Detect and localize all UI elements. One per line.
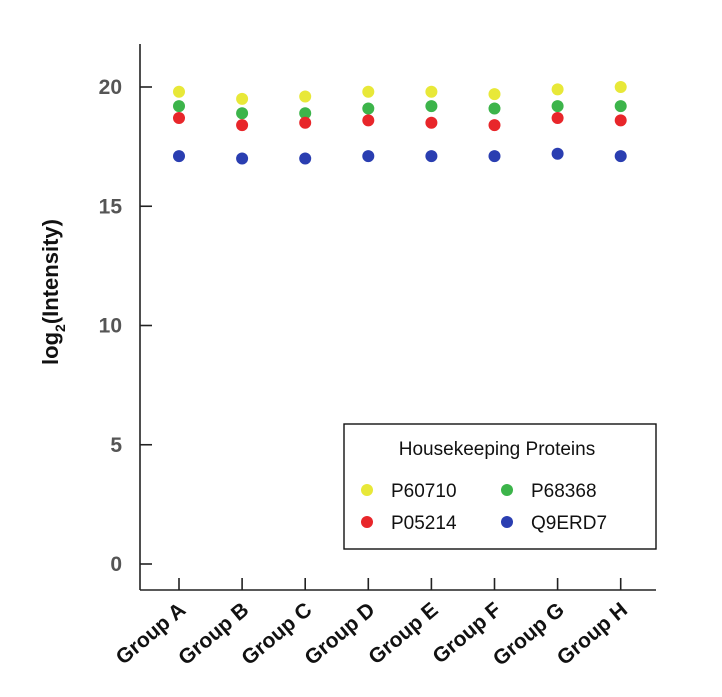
legend-entries: P60710 P68368 P05214 Q9ERD7	[361, 481, 607, 534]
data-point-p60710	[425, 85, 438, 98]
data-point-p60710	[173, 85, 185, 98]
data-point-p60710	[299, 90, 312, 103]
legend-marker-p60710	[361, 484, 373, 496]
y-ticks: 0 5 10 15 20	[99, 76, 152, 576]
legend-marker-p68368	[501, 484, 513, 496]
axes	[139, 44, 656, 591]
data-point-q9erd7	[551, 147, 564, 160]
data-point-p05214	[614, 114, 627, 127]
data-point-p05214	[488, 119, 501, 132]
y-axis-label-suffix: (Intensity)	[38, 219, 63, 324]
y-axis-label-subscript: 2	[52, 324, 68, 332]
data-point-p60710	[551, 83, 564, 96]
data-point-q9erd7	[299, 152, 312, 165]
data-point-q9erd7	[362, 150, 375, 163]
data-point-p68368	[236, 107, 249, 120]
data-point-q9erd7	[173, 150, 185, 163]
y-axis-label-prefix: log	[38, 332, 63, 365]
data-point-p60710	[488, 88, 501, 101]
y-tick-label: 15	[99, 195, 123, 218]
x-tick-label: Group C	[237, 598, 316, 670]
legend: Housekeeping Proteins P60710 P68368 P05214…	[343, 423, 657, 550]
y-axis-label: log2(Intensity)	[38, 219, 68, 365]
data-point-p05214	[362, 114, 375, 127]
y-tick-label: 5	[110, 434, 122, 457]
data-point-p05214	[236, 119, 249, 132]
data-point-p68368	[425, 100, 438, 113]
data-point-p68368	[299, 107, 312, 120]
y-tick-label: 0	[110, 553, 122, 576]
legend-marker-q9erd7	[501, 516, 513, 528]
data-point-q9erd7	[236, 152, 249, 165]
data-point-p05214	[299, 116, 312, 129]
x-tick-label: Group E	[364, 598, 442, 669]
legend-box	[343, 423, 657, 550]
legend-label-p05214: P05214	[391, 513, 457, 534]
data-point-p68368	[173, 100, 185, 113]
y-axis-label-text: log2(Intensity)	[38, 219, 68, 365]
y-tick-label: 20	[99, 76, 122, 99]
data-point-p05214	[173, 112, 185, 125]
legend-marker-p05214	[361, 516, 373, 528]
x-tick-label: Group H	[553, 598, 632, 670]
data-point-q9erd7	[488, 150, 501, 163]
y-tick-label: 10	[99, 315, 122, 338]
data-point-p68368	[614, 100, 627, 113]
data-point-p68368	[551, 100, 564, 113]
legend-label-p68368: P68368	[531, 481, 597, 502]
data-point-p60710	[614, 81, 627, 93]
data-point-p68368	[488, 102, 501, 115]
legend-title: Housekeeping Proteins	[399, 439, 595, 460]
data-points	[173, 81, 627, 165]
data-point-q9erd7	[614, 150, 627, 163]
data-point-p05214	[425, 116, 438, 129]
data-point-p05214	[551, 112, 564, 125]
data-point-p68368	[362, 102, 375, 115]
data-point-p60710	[236, 92, 249, 105]
x-tick-label: Group D	[300, 598, 379, 670]
legend-label-q9erd7: Q9ERD7	[531, 513, 607, 534]
data-point-p60710	[362, 85, 375, 98]
data-point-q9erd7	[425, 150, 438, 163]
x-tick-label: Group G	[489, 598, 569, 670]
x-tick-label: Group B	[174, 598, 253, 670]
legend-label-p60710: P60710	[391, 481, 457, 502]
